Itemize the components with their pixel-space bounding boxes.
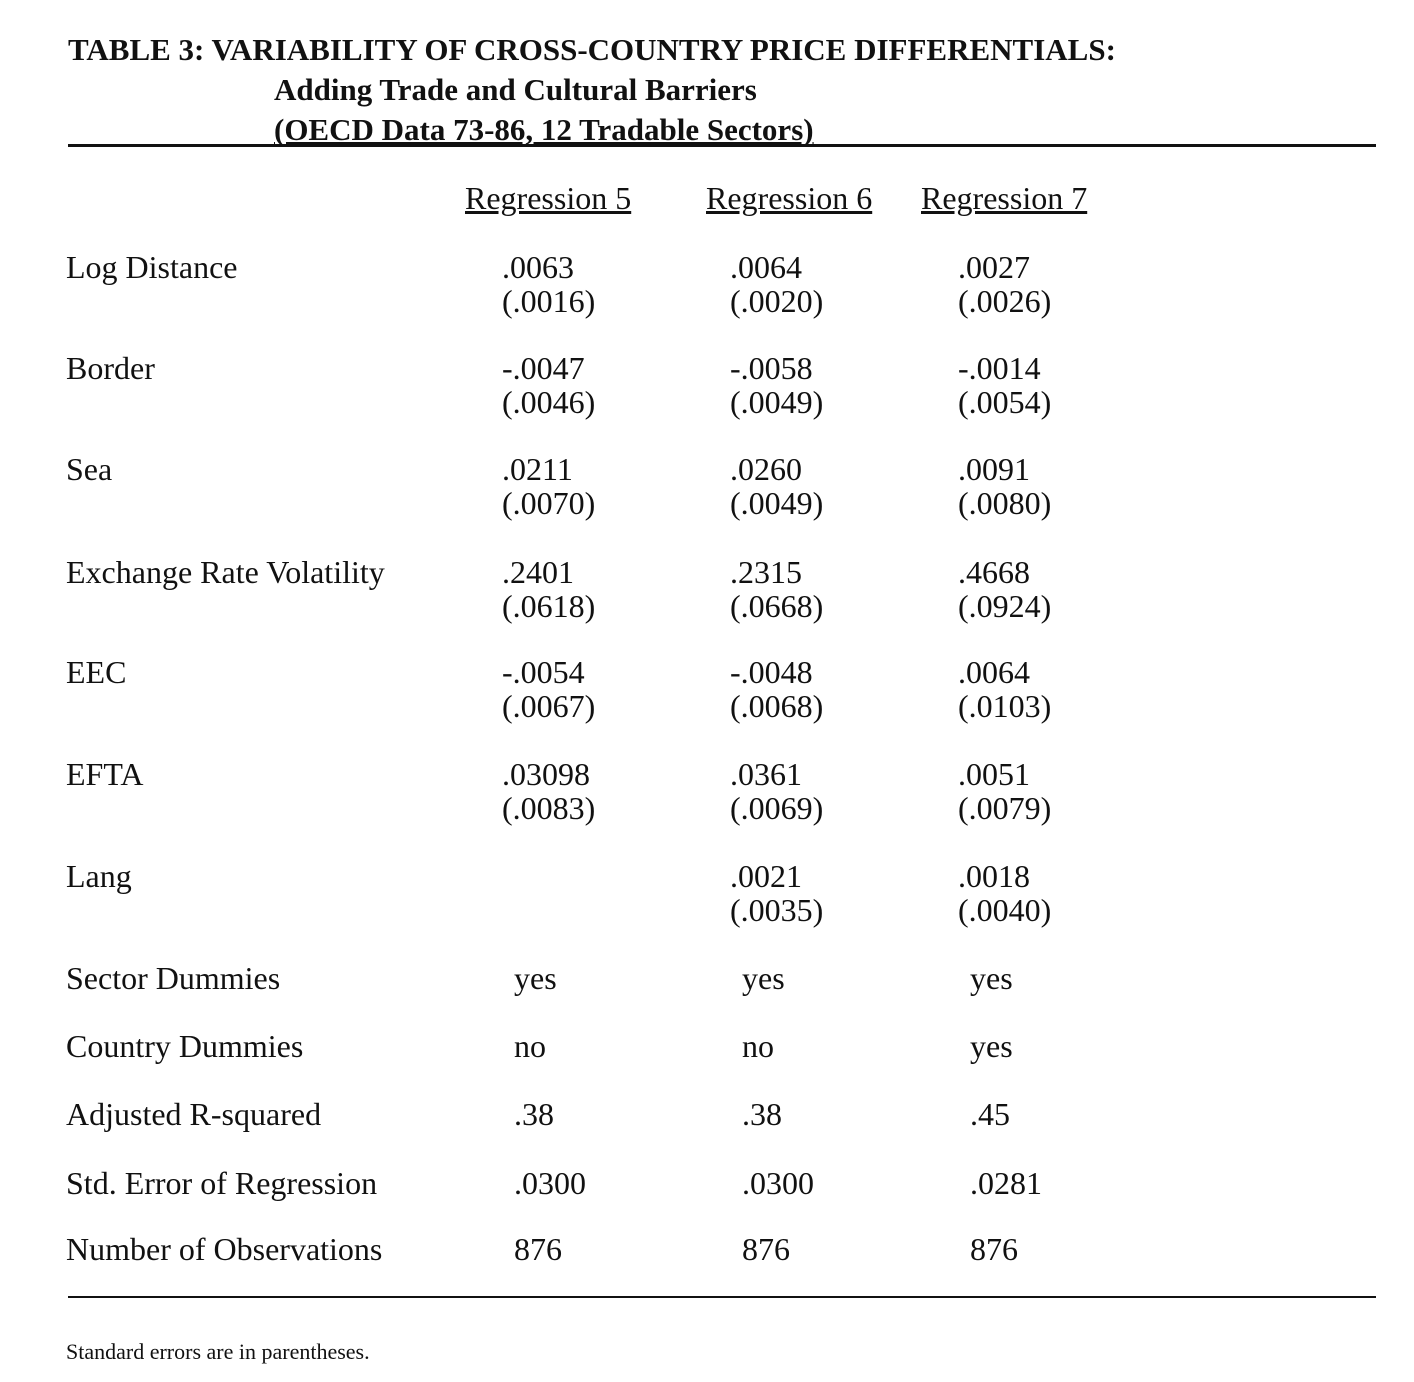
summary-cell: .38 bbox=[742, 1096, 782, 1132]
standard-error-cell: (.0079) bbox=[958, 790, 1052, 826]
standard-error-cell: (.0016) bbox=[502, 283, 596, 319]
row-label-adjusted-r-squared: Adjusted R-squared bbox=[66, 1096, 322, 1132]
coefficient-cell: .0018 bbox=[958, 858, 1030, 894]
summary-cell: yes bbox=[970, 1028, 1013, 1064]
row-label-sector-dummies: Sector Dummies bbox=[66, 960, 281, 996]
row-label-sea: Sea bbox=[66, 451, 113, 487]
standard-error-cell: (.0069) bbox=[730, 790, 824, 826]
standard-error-cell: (.0026) bbox=[958, 283, 1052, 319]
coefficient-cell: -.0054 bbox=[502, 654, 585, 690]
summary-cell: yes bbox=[514, 960, 557, 996]
bottom-rule bbox=[68, 1296, 1376, 1298]
standard-error-cell: (.0083) bbox=[502, 790, 596, 826]
row-label-std-error-of-regression: Std. Error of Regression bbox=[66, 1165, 378, 1201]
standard-error-cell: (.0054) bbox=[958, 384, 1052, 420]
coefficient-cell: -.0014 bbox=[958, 350, 1041, 386]
summary-cell: yes bbox=[970, 960, 1013, 996]
coefficient-cell: -.0048 bbox=[730, 654, 813, 690]
summary-cell: 876 bbox=[970, 1231, 1018, 1267]
coefficient-cell: .0027 bbox=[958, 249, 1030, 285]
row-label-exchange-rate-volatility: Exchange Rate Volatility bbox=[66, 554, 385, 590]
table-title-line-3: (OECD Data 73-86, 12 Tradable Sectors) bbox=[274, 112, 814, 147]
coefficient-cell: .0260 bbox=[730, 451, 802, 487]
standard-error-cell: (.0924) bbox=[958, 588, 1052, 624]
coefficient-cell: .0211 bbox=[502, 451, 573, 487]
column-header-regression-5: Regression 5 bbox=[465, 180, 632, 216]
row-label-log-distance: Log Distance bbox=[66, 249, 238, 285]
standard-error-cell: (.0049) bbox=[730, 485, 824, 521]
standard-error-cell: (.0035) bbox=[730, 892, 824, 928]
table-title-line-2: Adding Trade and Cultural Barriers bbox=[274, 72, 757, 107]
standard-error-cell: (.0049) bbox=[730, 384, 824, 420]
summary-cell: no bbox=[514, 1028, 546, 1064]
row-label-lang: Lang bbox=[66, 858, 132, 894]
row-label-country-dummies: Country Dummies bbox=[66, 1028, 304, 1064]
coefficient-cell: -.0047 bbox=[502, 350, 585, 386]
coefficient-cell: .4668 bbox=[958, 554, 1030, 590]
coefficient-cell: .0361 bbox=[730, 756, 802, 792]
column-header-regression-7: Regression 7 bbox=[921, 180, 1088, 216]
summary-cell: yes bbox=[742, 960, 785, 996]
standard-error-cell: (.0618) bbox=[502, 588, 596, 624]
standard-error-cell: (.0020) bbox=[730, 283, 824, 319]
standard-error-cell: (.0040) bbox=[958, 892, 1052, 928]
standard-error-cell: (.0046) bbox=[502, 384, 596, 420]
standard-error-cell: (.0103) bbox=[958, 688, 1052, 724]
standard-error-cell: (.0067) bbox=[502, 688, 596, 724]
row-label-border: Border bbox=[66, 350, 155, 386]
summary-cell: .0300 bbox=[742, 1165, 814, 1201]
coefficient-cell: .0063 bbox=[502, 249, 574, 285]
summary-cell: .38 bbox=[514, 1096, 554, 1132]
top-rule bbox=[68, 144, 1376, 147]
coefficient-cell: .0021 bbox=[730, 858, 802, 894]
table-title-line-1: TABLE 3: VARIABILITY OF CROSS-COUNTRY PR… bbox=[68, 32, 1116, 67]
table-footnote: Standard errors are in parentheses. bbox=[66, 1339, 370, 1364]
summary-cell: .45 bbox=[970, 1096, 1010, 1132]
summary-cell: .0300 bbox=[514, 1165, 586, 1201]
row-label-efta: EFTA bbox=[66, 756, 144, 792]
coefficient-cell: .03098 bbox=[502, 756, 590, 792]
standard-error-cell: (.0668) bbox=[730, 588, 824, 624]
standard-error-cell: (.0070) bbox=[502, 485, 596, 521]
summary-cell: .0281 bbox=[970, 1165, 1042, 1201]
row-label-eec: EEC bbox=[66, 654, 127, 690]
coefficient-cell: .2401 bbox=[502, 554, 574, 590]
coefficient-cell: .0064 bbox=[730, 249, 802, 285]
coefficient-cell: .0091 bbox=[958, 451, 1030, 487]
standard-error-cell: (.0080) bbox=[958, 485, 1052, 521]
standard-error-cell: (.0068) bbox=[730, 688, 824, 724]
column-header-regression-6: Regression 6 bbox=[706, 180, 873, 216]
summary-cell: no bbox=[742, 1028, 774, 1064]
coefficient-cell: -.0058 bbox=[730, 350, 813, 386]
summary-cell: 876 bbox=[742, 1231, 790, 1267]
coefficient-cell: .2315 bbox=[730, 554, 802, 590]
row-label-number-of-observations: Number of Observations bbox=[66, 1231, 383, 1267]
coefficient-cell: .0051 bbox=[958, 756, 1030, 792]
summary-cell: 876 bbox=[514, 1231, 562, 1267]
coefficient-cell: .0064 bbox=[958, 654, 1030, 690]
